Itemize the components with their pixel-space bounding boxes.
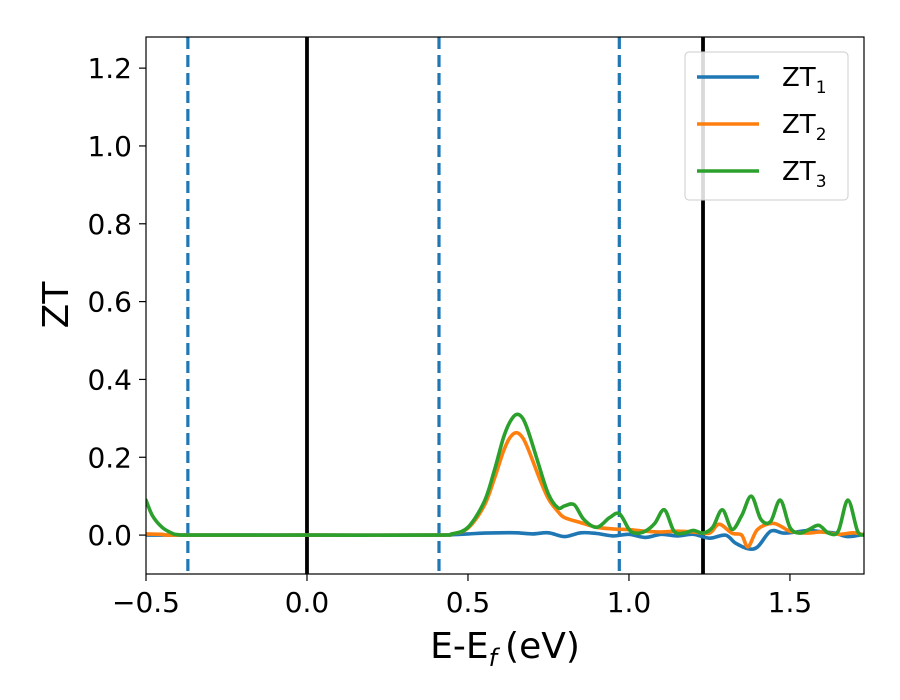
- y-tick-label: 1.2: [87, 52, 132, 85]
- plot-frame: [145, 36, 865, 575]
- legend: ZT1 ZT2 ZT3: [684, 51, 849, 201]
- x-axis-label-unit: (eV): [505, 626, 580, 667]
- y-tick-label: 0.6: [87, 286, 132, 319]
- x-tick-label: 1.5: [768, 586, 813, 619]
- y-axis-label: ZT: [36, 281, 77, 329]
- x-tick-label: 1.0: [607, 586, 652, 619]
- legend-label-zt2: ZT2: [782, 110, 827, 145]
- y-tick-label: 0.4: [87, 363, 132, 396]
- legend-label-zt1: ZT1: [782, 63, 827, 98]
- y-axis-ticks: 0.0 0.2 0.4 0.6 0.8 1.0 1.2: [87, 52, 146, 552]
- x-tick-label: 0.5: [446, 586, 491, 619]
- x-tick-label: −0.5: [112, 586, 180, 619]
- x-axis-label-main: E-E: [430, 626, 488, 667]
- series-layer: [146, 412, 864, 551]
- x-axis-label: E-Ef (eV): [430, 626, 580, 672]
- y-tick-label: 1.0: [87, 130, 132, 163]
- x-tick-label: 0.0: [285, 586, 330, 619]
- x-axis-ticks: −0.5 0.0 0.5 1.0 1.5: [112, 574, 812, 619]
- y-tick-label: 0.2: [87, 441, 132, 474]
- y-tick-label: 0.8: [87, 208, 132, 241]
- series-line-zt3: [146, 412, 864, 537]
- legend-box: [684, 51, 849, 201]
- y-tick-label: 0.0: [87, 519, 132, 552]
- legend-label-zt3: ZT3: [782, 157, 827, 192]
